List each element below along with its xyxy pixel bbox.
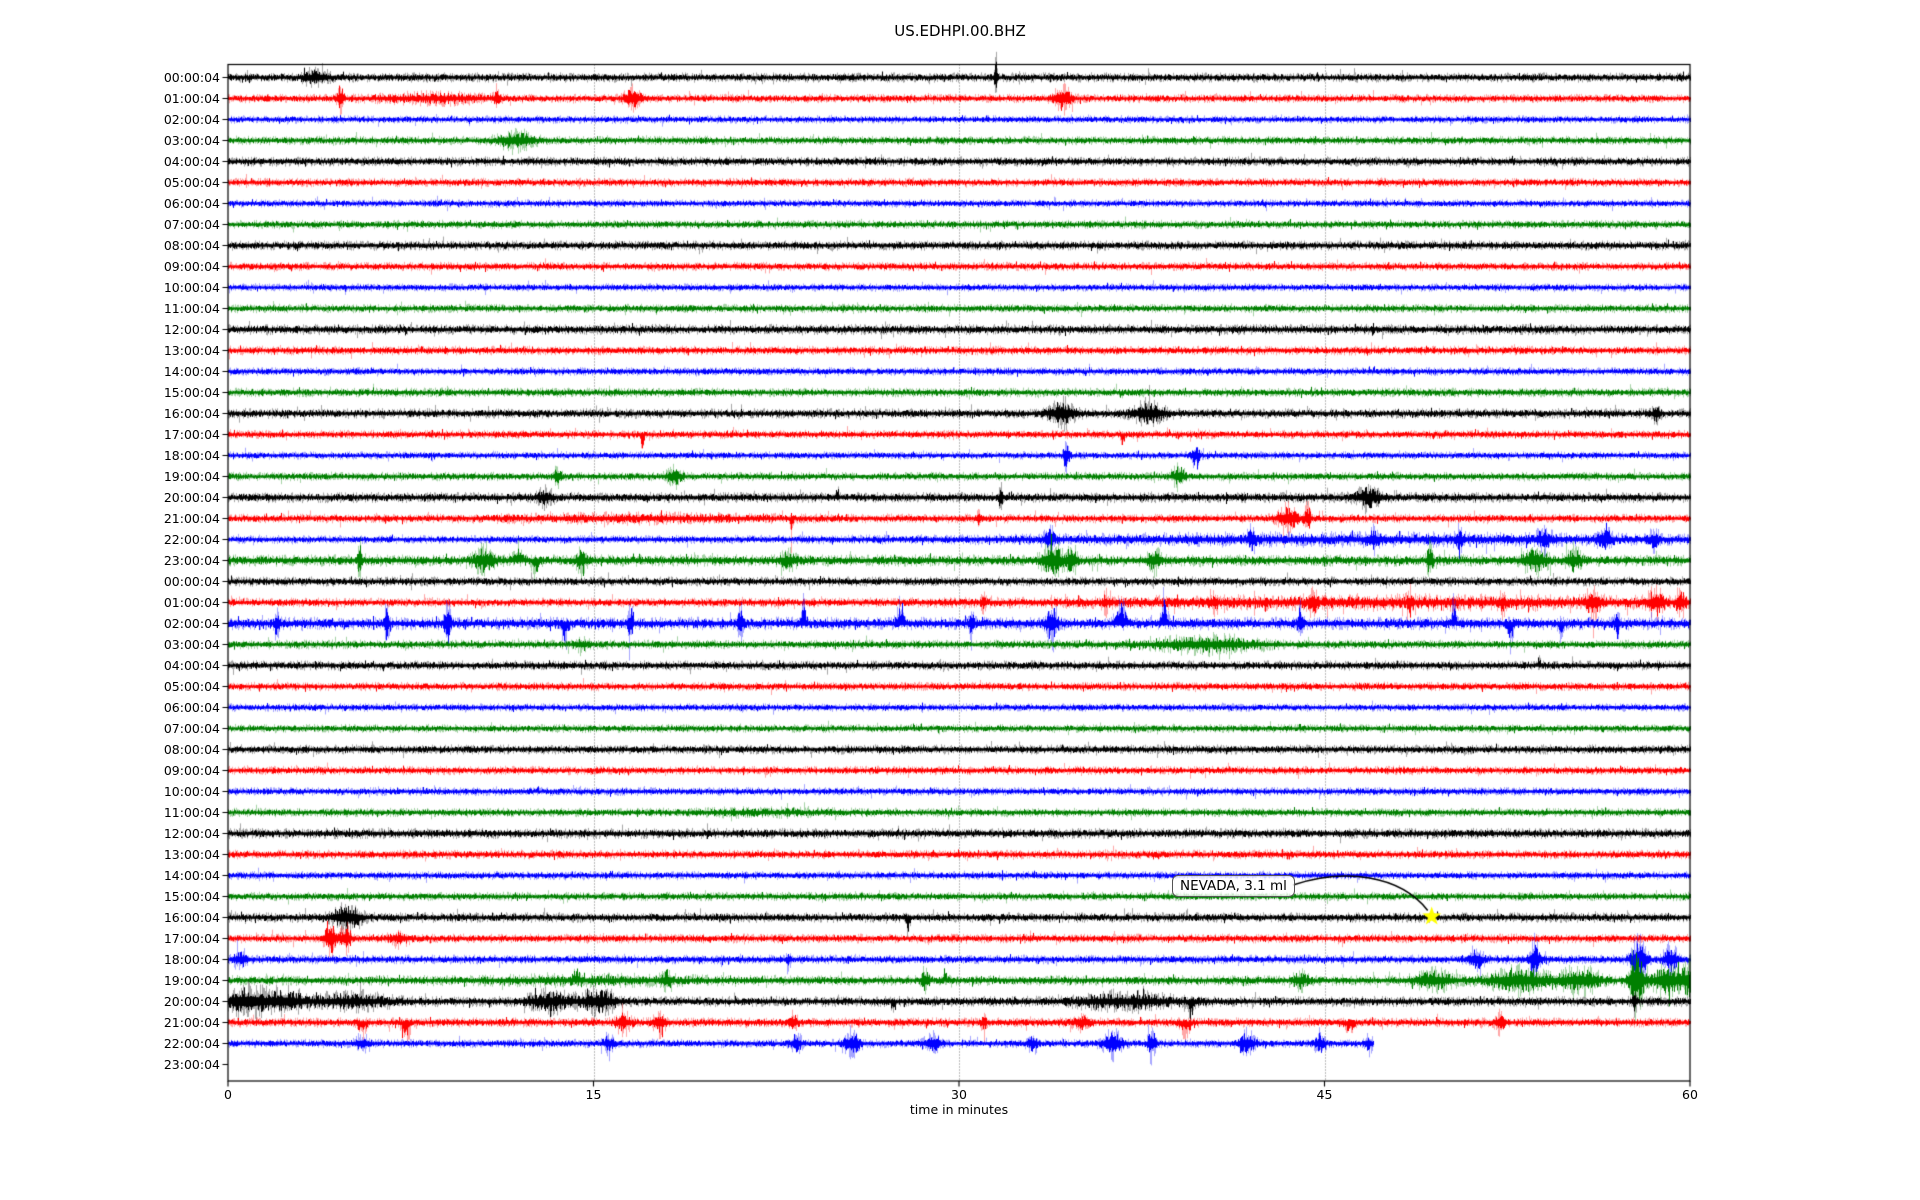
y-tick-label: 06:00:04 xyxy=(163,196,220,211)
y-tick-label: 13:00:04 xyxy=(163,847,220,862)
x-tick-label: 0 xyxy=(224,1087,232,1102)
y-tick-label: 00:00:04 xyxy=(163,70,220,85)
y-tick-label: 04:00:04 xyxy=(163,658,220,673)
y-tick-label: 07:00:04 xyxy=(163,721,220,736)
y-tick-label: 01:00:04 xyxy=(163,595,220,610)
y-tick-label: 09:00:04 xyxy=(163,763,220,778)
x-tick-label: 45 xyxy=(1316,1087,1333,1102)
y-tick-label: 23:00:04 xyxy=(163,1057,220,1072)
y-tick-label: 18:00:04 xyxy=(163,448,220,463)
y-tick-label: 07:00:04 xyxy=(163,217,220,232)
y-tick-label: 11:00:04 xyxy=(163,301,220,316)
y-tick-label: 16:00:04 xyxy=(163,910,220,925)
y-tick-label: 16:00:04 xyxy=(163,406,220,421)
y-tick-label: 15:00:04 xyxy=(163,385,220,400)
x-tick-label: 30 xyxy=(951,1087,967,1102)
event-annotation-label: NEVADA, 3.1 ml xyxy=(1172,875,1295,897)
x-axis-label: time in minutes xyxy=(909,1102,1009,1117)
y-tick-label: 04:00:04 xyxy=(163,154,220,169)
y-tick-label: 10:00:04 xyxy=(163,784,220,799)
y-tick-label: 05:00:04 xyxy=(163,679,220,694)
y-tick-label: 08:00:04 xyxy=(163,742,220,757)
y-tick-label: 10:00:04 xyxy=(163,280,220,295)
y-tick-label: 02:00:04 xyxy=(163,112,220,127)
y-tick-label: 17:00:04 xyxy=(163,931,220,946)
y-tick-label: 02:00:04 xyxy=(163,616,220,631)
y-tick-label: 13:00:04 xyxy=(163,343,220,358)
y-tick-label: 03:00:04 xyxy=(163,637,220,652)
y-tick-label: 01:00:04 xyxy=(163,91,220,106)
y-tick-label: 09:00:04 xyxy=(163,259,220,274)
y-tick-label: 23:00:04 xyxy=(163,553,220,568)
y-tick-label: 21:00:04 xyxy=(163,511,220,526)
y-tick-label: 19:00:04 xyxy=(163,469,220,484)
x-tick-label: 60 xyxy=(1682,1087,1698,1102)
x-tick-label: 15 xyxy=(585,1087,602,1102)
y-tick-label: 20:00:04 xyxy=(163,490,220,505)
y-tick-label: 22:00:04 xyxy=(163,532,220,547)
y-tick-label: 08:00:04 xyxy=(163,238,220,253)
y-tick-label: 12:00:04 xyxy=(163,826,220,841)
y-tick-label: 22:00:04 xyxy=(163,1036,220,1051)
plot-title: US.EDHPI.00.BHZ xyxy=(894,22,1026,40)
y-tick-label: 18:00:04 xyxy=(163,952,220,967)
y-tick-label: 03:00:04 xyxy=(163,133,220,148)
y-tick-label: 12:00:04 xyxy=(163,322,220,337)
y-tick-label: 00:00:04 xyxy=(163,574,220,589)
y-tick-label: 06:00:04 xyxy=(163,700,220,715)
y-tick-label: 11:00:04 xyxy=(163,805,220,820)
y-tick-label: 20:00:04 xyxy=(163,994,220,1009)
y-tick-label: 21:00:04 xyxy=(163,1015,220,1030)
y-tick-label: 14:00:04 xyxy=(163,868,220,883)
y-tick-label: 19:00:04 xyxy=(163,973,220,988)
y-tick-label: 15:00:04 xyxy=(163,889,220,904)
y-tick-label: 05:00:04 xyxy=(163,175,220,190)
y-tick-label: 17:00:04 xyxy=(163,427,220,442)
y-tick-label: 14:00:04 xyxy=(163,364,220,379)
